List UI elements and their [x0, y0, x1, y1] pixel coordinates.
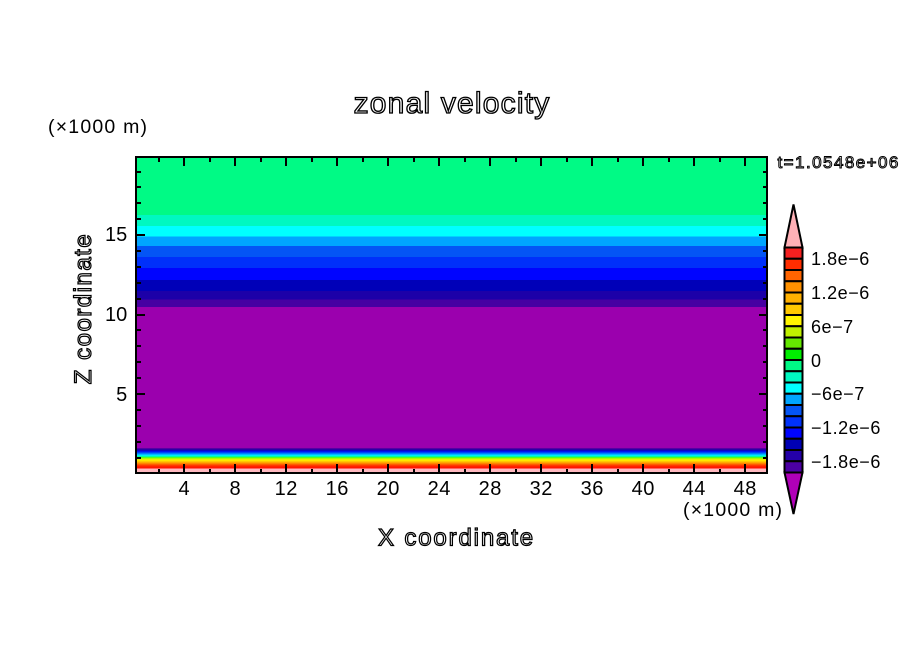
- svg-text:t=1.0548e+06: t=1.0548e+06: [778, 153, 900, 172]
- svg-text:X coordinate: X coordinate: [378, 525, 535, 552]
- svg-text:Z coordinate: Z coordinate: [70, 233, 97, 384]
- svg-text:zonal velocity: zonal velocity: [354, 87, 551, 120]
